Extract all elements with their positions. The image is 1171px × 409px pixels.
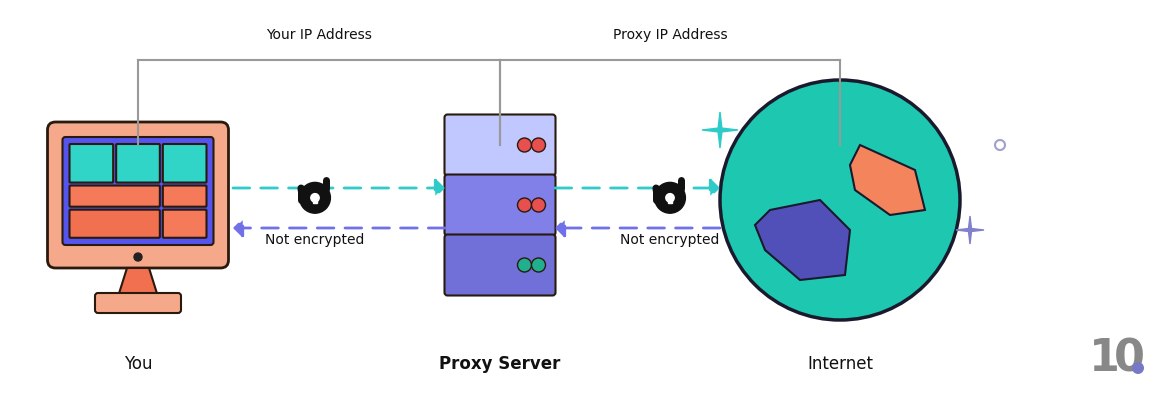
Circle shape (310, 193, 320, 202)
FancyBboxPatch shape (445, 234, 555, 295)
Polygon shape (956, 216, 984, 244)
Text: Internet: Internet (807, 355, 874, 373)
Text: Not encrypted: Not encrypted (621, 233, 720, 247)
FancyBboxPatch shape (163, 186, 206, 207)
Circle shape (532, 138, 546, 152)
Circle shape (518, 258, 532, 272)
Circle shape (655, 182, 685, 213)
Circle shape (1132, 362, 1144, 374)
FancyBboxPatch shape (445, 175, 555, 236)
Text: You: You (124, 355, 152, 373)
FancyBboxPatch shape (69, 186, 159, 207)
Circle shape (666, 193, 674, 202)
FancyBboxPatch shape (62, 137, 213, 245)
Circle shape (532, 258, 546, 272)
Circle shape (133, 253, 142, 261)
Circle shape (720, 80, 960, 320)
Polygon shape (118, 268, 158, 296)
FancyBboxPatch shape (69, 144, 114, 182)
FancyBboxPatch shape (69, 210, 159, 238)
Circle shape (518, 198, 532, 212)
Text: 1: 1 (1089, 337, 1119, 380)
FancyBboxPatch shape (163, 144, 206, 182)
Polygon shape (701, 112, 738, 148)
FancyBboxPatch shape (163, 210, 206, 238)
Text: Your IP Address: Your IP Address (266, 28, 372, 42)
Text: Proxy Server: Proxy Server (439, 355, 561, 373)
Circle shape (518, 138, 532, 152)
Text: 0: 0 (1114, 337, 1145, 380)
Polygon shape (314, 198, 316, 203)
FancyBboxPatch shape (48, 122, 228, 268)
Circle shape (532, 198, 546, 212)
FancyBboxPatch shape (445, 115, 555, 175)
Text: Not encrypted: Not encrypted (266, 233, 364, 247)
Circle shape (300, 182, 330, 213)
Polygon shape (850, 145, 925, 215)
Polygon shape (755, 200, 850, 280)
FancyBboxPatch shape (116, 144, 159, 182)
Polygon shape (669, 198, 672, 203)
Text: Proxy IP Address: Proxy IP Address (612, 28, 727, 42)
FancyBboxPatch shape (95, 293, 182, 313)
